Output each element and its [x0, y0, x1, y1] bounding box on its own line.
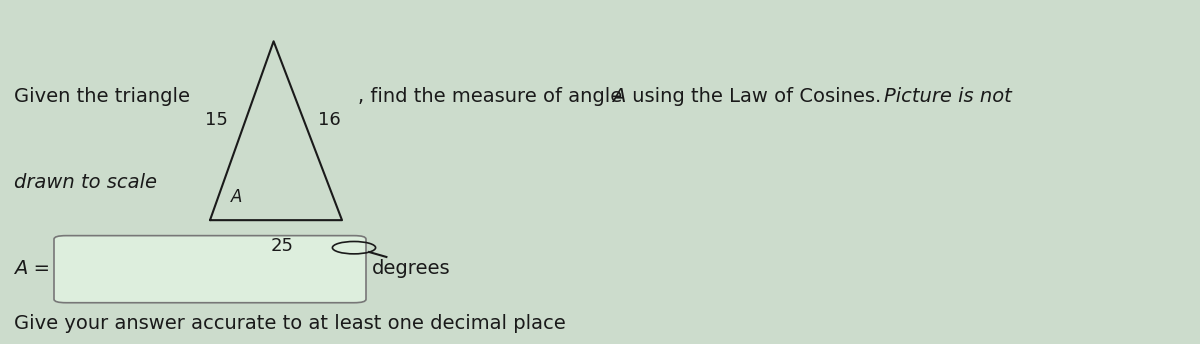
Text: 15: 15	[205, 111, 228, 129]
FancyBboxPatch shape	[54, 236, 366, 303]
Text: drawn to scale: drawn to scale	[14, 173, 157, 192]
Text: Given the triangle: Given the triangle	[14, 87, 191, 106]
Text: degrees: degrees	[372, 259, 451, 278]
Text: A: A	[612, 87, 625, 106]
Text: 25: 25	[270, 237, 294, 255]
Text: , find the measure of angle: , find the measure of angle	[358, 87, 628, 106]
Text: Picture is not: Picture is not	[884, 87, 1012, 106]
Text: using the Law of Cosines.: using the Law of Cosines.	[626, 87, 888, 106]
Text: A =: A =	[14, 259, 50, 278]
Text: 16: 16	[318, 111, 341, 129]
Text: Give your answer accurate to at least one decimal place: Give your answer accurate to at least on…	[14, 314, 566, 333]
Text: A: A	[230, 189, 242, 206]
